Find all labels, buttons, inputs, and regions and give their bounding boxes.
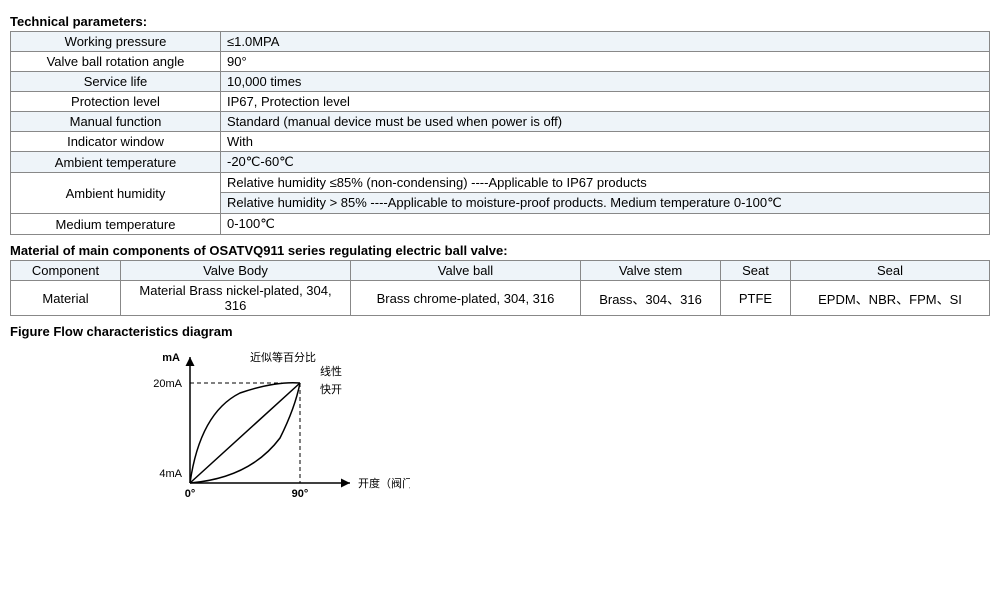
mat-header-component: Component xyxy=(11,261,121,281)
svg-text:线性: 线性 xyxy=(320,364,342,378)
mat-header-body: Valve Body xyxy=(121,261,351,281)
svg-text:近似等百分比: 近似等百分比 xyxy=(250,350,316,364)
param-label: Working pressure xyxy=(11,32,221,52)
param-value: Relative humidity > 85% ----Applicable t… xyxy=(221,193,990,214)
mat-header-ball: Valve ball xyxy=(351,261,581,281)
mat-cell-stem: Brass、304、316 xyxy=(581,281,721,316)
svg-text:开度（阀门）: 开度（阀门） xyxy=(358,476,410,490)
mat-cell-body: Material Brass nickel-plated, 304, 316 xyxy=(121,281,351,316)
materials-table: Component Valve Body Valve ball Valve st… xyxy=(10,260,990,316)
param-label: Valve ball rotation angle xyxy=(11,52,221,72)
param-value: IP67, Protection level xyxy=(221,92,990,112)
svg-text:20mA: 20mA xyxy=(153,378,182,390)
mat-header-seal: Seal xyxy=(791,261,990,281)
svg-text:4mA: 4mA xyxy=(159,468,182,480)
param-label: Indicator window xyxy=(11,132,221,152)
svg-text:90°: 90° xyxy=(292,488,309,500)
svg-text:快开: 快开 xyxy=(320,383,342,396)
heading-materials: Material of main components of OSATVQ911… xyxy=(10,243,990,258)
mat-cell-seal: EPDM、NBR、FPM、SI xyxy=(791,281,990,316)
param-label: Protection level xyxy=(11,92,221,112)
mat-cell-ball: Brass chrome-plated, 304, 316 xyxy=(351,281,581,316)
flow-characteristics-chart: mA 20mA 4mA0° 90° 开度（阀门） 近似等百分比线性快开 xyxy=(130,343,990,506)
technical-parameters-table: Working pressure≤1.0MPAValve ball rotati… xyxy=(10,31,990,235)
param-value: Relative humidity ≤85% (non-condensing) … xyxy=(221,173,990,193)
svg-text:0°: 0° xyxy=(185,488,196,500)
param-value: 10,000 times xyxy=(221,72,990,92)
mat-header-seat: Seat xyxy=(721,261,791,281)
param-label: Ambient humidity xyxy=(11,173,221,214)
heading-figure: Figure Flow characteristics diagram xyxy=(10,324,990,339)
param-value: Standard (manual device must be used whe… xyxy=(221,112,990,132)
param-value: With xyxy=(221,132,990,152)
param-value: -20℃-60℃ xyxy=(221,152,990,173)
param-label: Manual function xyxy=(11,112,221,132)
svg-text:mA: mA xyxy=(162,352,180,364)
param-value: 90° xyxy=(221,52,990,72)
mat-cell-seat: PTFE xyxy=(721,281,791,316)
param-label: Ambient temperature xyxy=(11,152,221,173)
param-value: ≤1.0MPA xyxy=(221,32,990,52)
param-label: Medium temperature xyxy=(11,214,221,235)
param-label: Service life xyxy=(11,72,221,92)
param-value: 0-100℃ xyxy=(221,214,990,235)
mat-header-stem: Valve stem xyxy=(581,261,721,281)
mat-cell-component: Material xyxy=(11,281,121,316)
heading-tech-params: Technical parameters: xyxy=(10,14,990,29)
